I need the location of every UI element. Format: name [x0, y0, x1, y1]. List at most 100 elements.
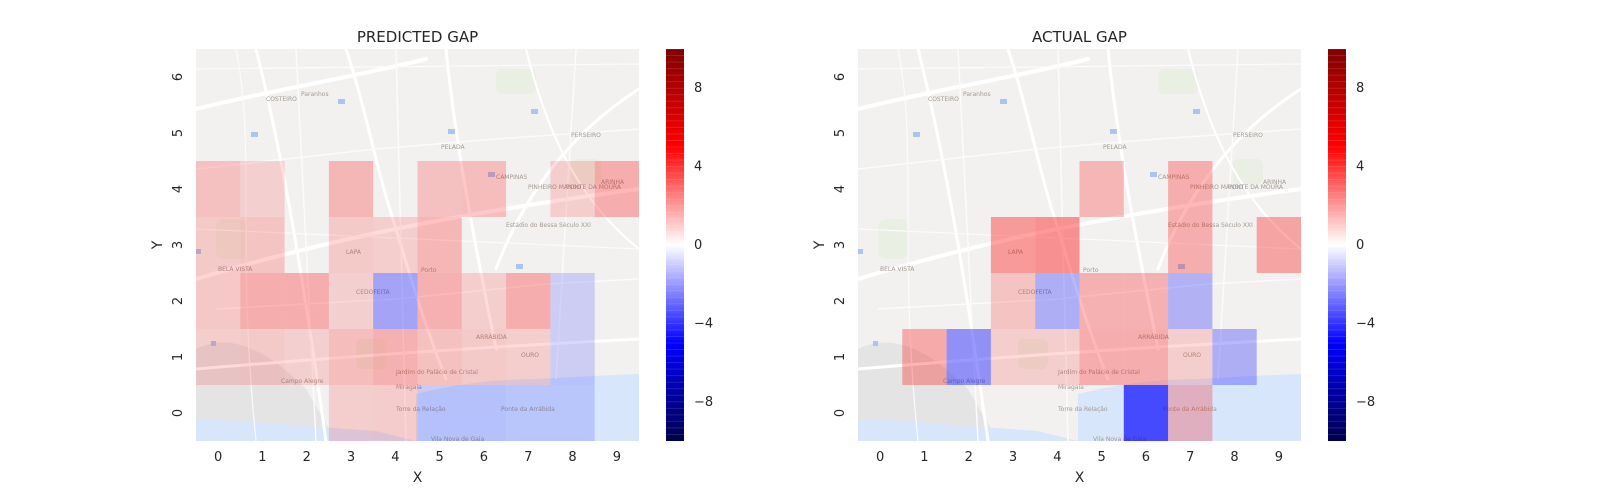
x-tick-label: 9: [1275, 450, 1283, 465]
map-label: Estádio do Bessa Século XXI: [506, 222, 591, 229]
map-label: CAMPINAS: [1158, 174, 1189, 181]
heatmap-cell: [461, 329, 507, 385]
map-label: Jardim do Palácio de Cristal: [1057, 369, 1140, 376]
y-tick-label: 2: [171, 297, 186, 305]
heatmap-cell: [461, 273, 507, 329]
map-label: Miragaia: [396, 384, 422, 391]
colorbar-tick-label: −8: [694, 395, 713, 410]
y-tick-label: 3: [171, 241, 186, 249]
heatmap-cells: [196, 161, 639, 441]
map-label: Torre da Relação: [1057, 406, 1108, 413]
map-label: ARRÁBIDA: [476, 334, 508, 341]
heatmap-cell: [506, 273, 551, 329]
map-label: PERSEIRO: [571, 132, 601, 139]
heatmap-cell: [417, 161, 462, 217]
map-label: OURO: [521, 352, 539, 359]
heatmap-cell: [417, 385, 462, 441]
x-tick-label: 8: [1230, 450, 1238, 465]
map-label: CEDOFEITA: [356, 289, 391, 296]
heatmap-cell: [1123, 385, 1169, 441]
heatmap-cell: [1035, 329, 1080, 385]
y-tick-label: 1: [171, 353, 186, 361]
map-label: Torre da Relação: [395, 406, 446, 413]
map-label: CEDOFEITA: [1018, 289, 1053, 296]
map-label: Ponte da Arrábida: [1163, 406, 1217, 413]
heatmap-cell: [550, 161, 595, 217]
heatmap-cell: [902, 329, 947, 385]
heatmap-cell: [1123, 329, 1169, 385]
x-tick-label: 5: [1098, 450, 1106, 465]
y-axis-label: Y: [150, 240, 166, 250]
colorbar-tick-label: −4: [694, 316, 713, 331]
heatmap-cell: [417, 273, 462, 329]
map-label: ARRÁBIDA: [1138, 334, 1170, 341]
map-label: Porto: [1083, 267, 1099, 274]
heatmap-cell: [240, 217, 285, 273]
heatmap-cell: [1168, 385, 1213, 441]
heatmap-cell: [328, 273, 374, 329]
x-tick-label: 6: [480, 450, 488, 465]
heatmap-cell: [1035, 217, 1080, 273]
map-label: PELADA: [441, 144, 466, 151]
y-tick-label: 5: [171, 129, 186, 137]
y-tick-label: 0: [833, 409, 848, 417]
heatmap-cell: [461, 385, 507, 441]
map-label: ARINHA: [601, 179, 625, 186]
heatmap-cell: [240, 273, 285, 329]
heatmap-cell: [196, 329, 241, 385]
x-tick-label: 1: [258, 450, 266, 465]
y-tick-label: 3: [833, 241, 848, 249]
map-label: PELADA: [1103, 144, 1128, 151]
x-tick-label: 4: [1053, 450, 1061, 465]
map-label: COSTEIRO: [266, 96, 297, 103]
map-label: Campo Alegre: [281, 378, 324, 385]
map-label: BELA VISTA: [218, 266, 253, 273]
heatmap-cell: [240, 329, 285, 385]
heatmap-cell: [1168, 329, 1213, 385]
heatmap-cell: [1035, 273, 1080, 329]
heatmap-cell: [417, 217, 462, 273]
x-axis-label: X: [413, 470, 423, 486]
heatmap-cell: [550, 329, 595, 385]
heatmap-cell: [284, 329, 329, 385]
map-label: CAMPINAS: [496, 174, 527, 181]
map-label: Estádio do Bessa Século XXI: [1168, 222, 1253, 229]
heatmap-cell: [328, 385, 374, 441]
x-tick-label: 0: [214, 450, 222, 465]
heatmap-cell: [196, 217, 241, 273]
map-label: COSTEIRO: [928, 96, 959, 103]
colorbar: −8 −4 0 4 8: [1328, 48, 1375, 441]
heatmap-cell: [550, 273, 595, 329]
heatmap-cell: [328, 217, 374, 273]
x-tick-label: 0: [876, 450, 884, 465]
colorbar-tick-label: 8: [694, 81, 702, 96]
x-tick-label: 5: [436, 450, 444, 465]
map-label: PERSEIRO: [1233, 132, 1263, 139]
heatmap-cell: [373, 273, 418, 329]
map-label: Vila Nova de Gaia: [1093, 436, 1147, 443]
heatmap-cell: [550, 385, 595, 441]
predicted-gap-panel: COSTEIRO Paranhos PELADA PERSEIRO CAMPINASPI…: [150, 28, 713, 486]
heatmap-cell: [328, 329, 374, 385]
colorbar-tick-label: 0: [694, 238, 702, 253]
map-label: PINHEIRO MANSO: [1190, 184, 1243, 191]
map-label: Campo Alegre: [943, 378, 986, 385]
map-label: Paranhos: [963, 91, 991, 98]
y-tick-label: 1: [833, 353, 848, 361]
y-tick-label: 4: [171, 185, 186, 193]
x-tick-label: 9: [613, 450, 621, 465]
y-tick-label: 4: [833, 185, 848, 193]
heatmap-cell: [373, 329, 418, 385]
map-label: Miragaia: [1058, 384, 1084, 391]
map-label: ARINHA: [1263, 179, 1287, 186]
colorbar-tick-label: 4: [694, 160, 702, 175]
map-label: Paranhos: [301, 91, 329, 98]
map-label: Jardim do Palácio de Cristal: [395, 369, 478, 376]
x-tick-label: 4: [391, 450, 399, 465]
colorbar-tick-label: 4: [1356, 160, 1364, 175]
heatmap-cell: [594, 161, 639, 217]
x-tick-label: 2: [965, 450, 973, 465]
heatmap-cell: [990, 217, 1036, 273]
heatmap-cell: [1256, 217, 1301, 273]
map-label: Porto: [421, 267, 437, 274]
